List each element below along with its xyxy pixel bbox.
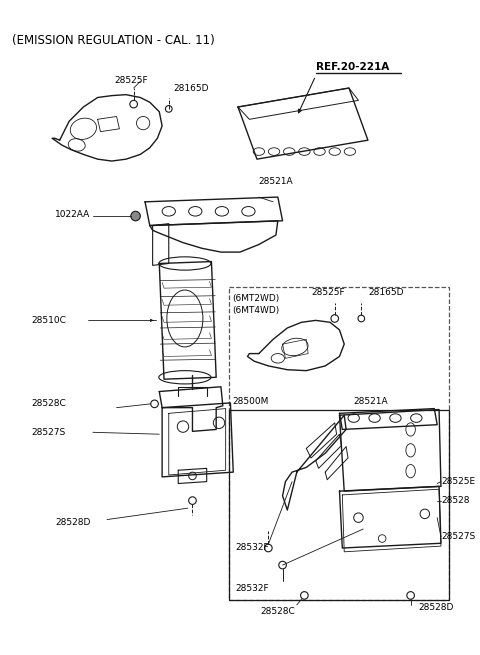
Text: 28527S: 28527S [441, 532, 475, 541]
Text: 28521A: 28521A [259, 177, 293, 186]
Text: 1022AA: 1022AA [55, 210, 90, 219]
Text: (EMISSION REGULATION - CAL. 11): (EMISSION REGULATION - CAL. 11) [12, 34, 215, 47]
Text: 28165D: 28165D [173, 84, 209, 93]
Text: 28500M: 28500M [232, 397, 269, 405]
Bar [228, 411, 448, 600]
Text: 28521A: 28521A [354, 397, 388, 405]
Text: 28528: 28528 [441, 496, 469, 505]
Text: 28525F: 28525F [115, 76, 148, 84]
Text: 28528D: 28528D [55, 517, 90, 527]
Text: 28528D: 28528D [418, 603, 454, 612]
Circle shape [131, 212, 140, 221]
Text: 28532F: 28532F [235, 584, 269, 593]
Text: 28528C: 28528C [261, 607, 295, 616]
Text: 28527S: 28527S [31, 428, 65, 437]
Text: 28510C: 28510C [31, 316, 66, 325]
Text: (6MT2WD): (6MT2WD) [232, 294, 279, 303]
Text: 28532F: 28532F [235, 543, 269, 552]
Text: 28525F: 28525F [311, 288, 345, 297]
Text: 28528C: 28528C [31, 400, 66, 408]
Text: REF.20-221A: REF.20-221A [316, 62, 389, 72]
Text: (6MT4WD): (6MT4WD) [232, 306, 279, 315]
Bar [228, 287, 448, 600]
Text: 28525E: 28525E [441, 477, 475, 486]
Text: 28165D: 28165D [368, 288, 403, 297]
